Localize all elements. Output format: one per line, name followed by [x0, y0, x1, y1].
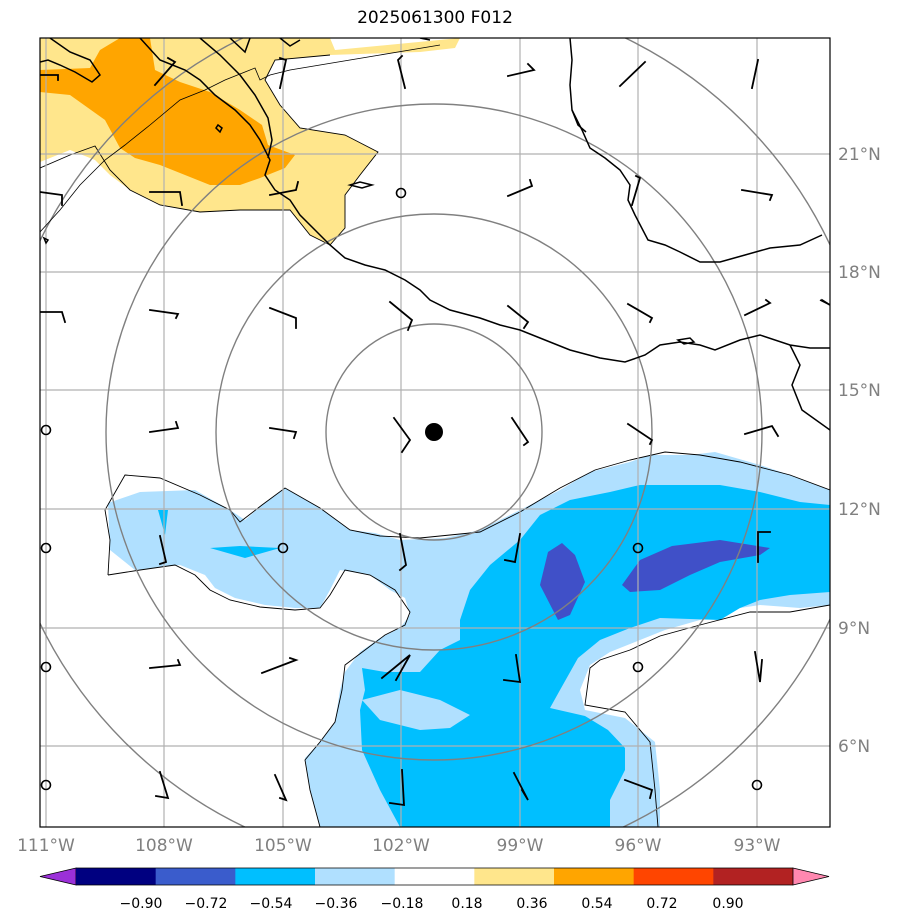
lon-label-108w: 108°W: [135, 836, 193, 856]
wind-barb: [156, 772, 168, 798]
colorbar-swatch: [235, 868, 315, 885]
colorbar-label: −0.54: [250, 896, 293, 912]
colorbar-label: −0.36: [315, 896, 358, 912]
wind-barb: [150, 660, 180, 668]
colorbar-swatch: [474, 868, 554, 885]
colorbar-label: 0.54: [581, 896, 612, 912]
lat-label-18n: 18°N: [838, 263, 881, 283]
lat-label-9n: 9°N: [838, 619, 870, 639]
wind-barb: [275, 775, 286, 800]
colorbar-label: 0.90: [712, 896, 743, 912]
wind-barb: [620, 62, 645, 86]
wind-barb: [508, 64, 534, 76]
longitude-labels: 111°W 108°W 105°W 102°W 99°W 96°W 93°W: [17, 836, 781, 856]
colorbar-swatch: [156, 868, 236, 885]
wind-barb: [822, 300, 830, 305]
wind-barb: [394, 418, 410, 452]
lon-label-96w: 96°W: [615, 836, 662, 856]
lon-label-111w: 111°W: [17, 836, 75, 856]
colorbar-swatch: [76, 868, 156, 885]
colorbar: [40, 868, 829, 885]
wind-barb: [628, 304, 652, 322]
wind-barb: [628, 424, 652, 444]
colorbar-extend-max: [793, 868, 829, 885]
colorbar-label: 0.72: [646, 896, 677, 912]
lon-label-102w: 102°W: [372, 836, 430, 856]
lon-label-99w: 99°W: [497, 836, 544, 856]
wind-barb: [632, 176, 640, 205]
colorbar-swatch: [395, 868, 475, 885]
colorbar-label: 0.18: [451, 896, 482, 912]
storm-center-marker: [425, 423, 443, 441]
colorbar-label: −0.72: [185, 896, 228, 912]
wind-barb: [262, 658, 296, 673]
colorbar-label: −0.90: [120, 896, 163, 912]
wind-barb: [40, 312, 65, 322]
colorbar-extend-min: [40, 868, 76, 885]
colorbar-label: 0.36: [516, 896, 547, 912]
colorbar-swatch: [634, 868, 714, 885]
wind-barb: [40, 192, 62, 205]
map-plot-area: [0, 0, 872, 870]
wind-barb: [755, 652, 762, 682]
lon-label-93w: 93°W: [734, 836, 781, 856]
colorbar-swatch: [713, 868, 793, 885]
lat-label-12n: 12°N: [838, 500, 881, 520]
latitude-labels: 21°N 18°N 15°N 12°N 9°N 6°N: [838, 145, 881, 757]
lon-label-105w: 105°W: [254, 836, 312, 856]
colorbar-swatch: [315, 868, 395, 885]
colorbar-swatch: [554, 868, 634, 885]
lat-label-6n: 6°N: [838, 737, 870, 757]
colorbar-labels: −0.90 −0.72 −0.54 −0.36 −0.18 0.18 0.36 …: [120, 896, 744, 912]
colorbar-label: −0.18: [381, 896, 424, 912]
wind-barb: [508, 306, 528, 328]
lat-label-21n: 21°N: [838, 145, 881, 165]
lat-label-15n: 15°N: [838, 381, 881, 401]
